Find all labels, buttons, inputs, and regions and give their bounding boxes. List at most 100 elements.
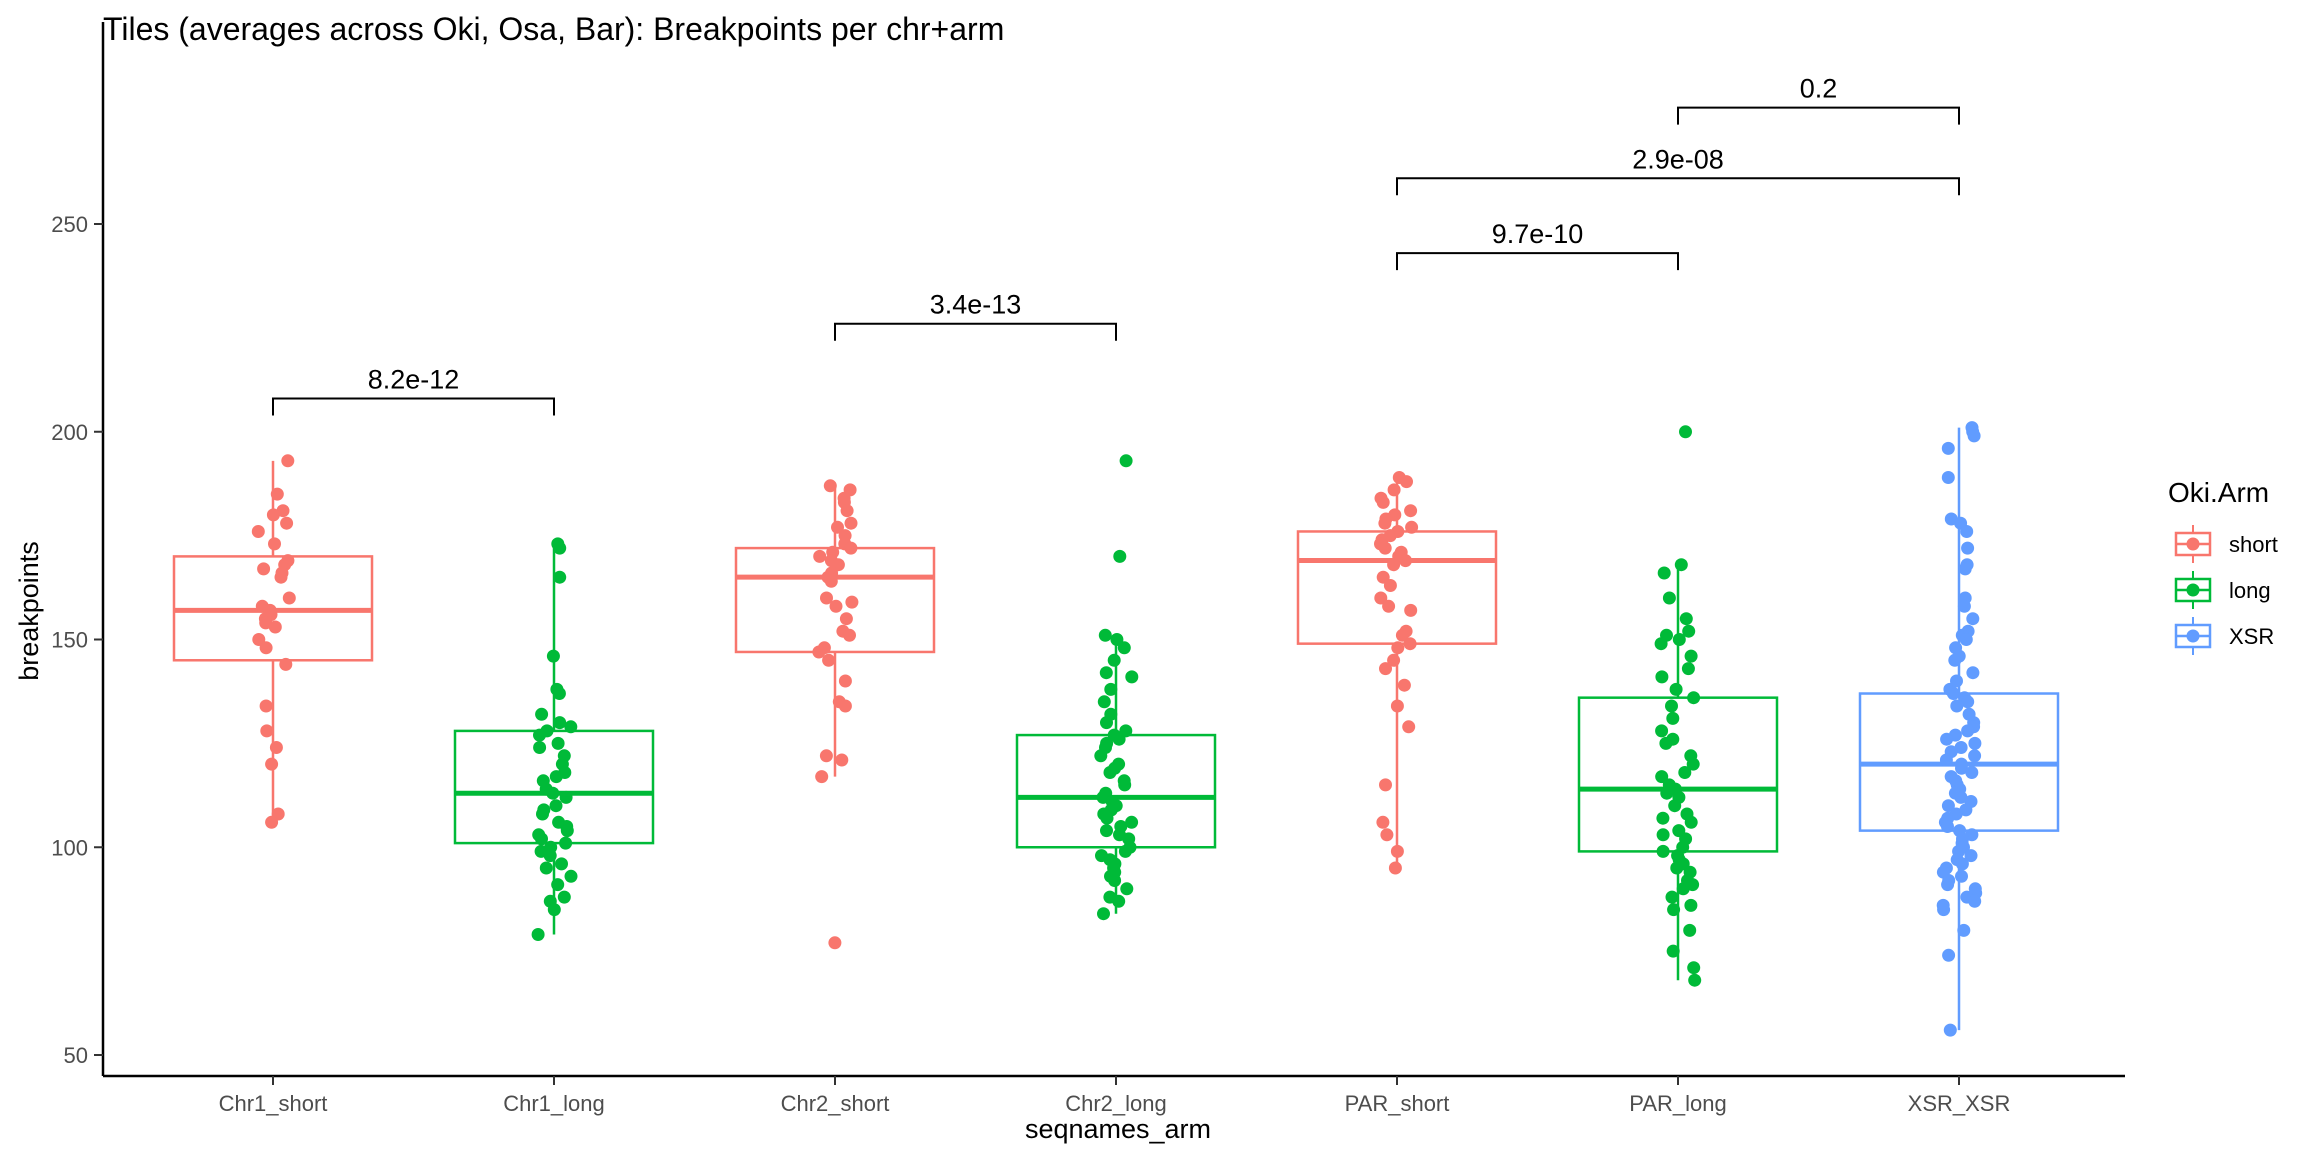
data-point bbox=[1104, 682, 1118, 696]
data-point bbox=[835, 753, 849, 767]
data-point bbox=[1400, 475, 1413, 489]
data-point bbox=[1097, 907, 1110, 921]
data-point bbox=[1659, 736, 1673, 750]
box-XSR_XSR bbox=[1858, 421, 2060, 1037]
data-point bbox=[1678, 766, 1692, 779]
data-point bbox=[1656, 828, 1670, 842]
data-point bbox=[1943, 1023, 1957, 1037]
data-point bbox=[1379, 778, 1392, 792]
legend-entry-short: short bbox=[2174, 525, 2278, 563]
data-point bbox=[559, 790, 573, 804]
data-point bbox=[1941, 471, 1955, 484]
data-point bbox=[1959, 633, 1973, 646]
x-tick-label: PAR_short bbox=[1345, 1091, 1450, 1116]
data-point bbox=[257, 562, 271, 576]
data-point bbox=[539, 861, 553, 875]
data-point bbox=[1387, 483, 1401, 497]
data-point bbox=[813, 549, 827, 563]
data-point bbox=[1964, 849, 1978, 863]
data-point bbox=[839, 612, 853, 626]
data-point bbox=[1668, 799, 1682, 813]
data-point bbox=[551, 878, 565, 892]
data-point bbox=[1656, 844, 1670, 858]
data-point bbox=[1955, 761, 1968, 775]
legend: Oki.Arm short long XSR bbox=[2168, 477, 2278, 655]
p-value-label: 9.7e-10 bbox=[1492, 219, 1584, 249]
significance-bracket: 8.2e-12 bbox=[272, 365, 555, 416]
legend-label: short bbox=[2229, 532, 2278, 557]
data-point bbox=[822, 653, 836, 667]
data-point bbox=[1097, 695, 1111, 709]
bracket-line bbox=[1677, 106, 1960, 125]
data-point bbox=[1948, 653, 1962, 667]
data-point bbox=[1654, 637, 1668, 651]
data-point bbox=[1961, 541, 1975, 555]
data-point bbox=[553, 716, 567, 730]
bracket-line bbox=[1396, 177, 1960, 196]
data-point bbox=[1100, 811, 1114, 825]
data-point bbox=[280, 516, 294, 530]
data-point bbox=[1405, 520, 1419, 534]
data-point bbox=[1684, 649, 1698, 663]
data-point bbox=[1950, 699, 1964, 713]
data-point bbox=[1103, 766, 1117, 779]
data-point bbox=[1666, 711, 1680, 725]
data-point bbox=[535, 832, 548, 846]
p-value-label: 0.2 bbox=[1800, 74, 1838, 104]
data-point bbox=[1376, 815, 1390, 829]
data-point bbox=[831, 520, 844, 534]
bracket-line bbox=[834, 322, 1117, 341]
data-point bbox=[1399, 554, 1412, 568]
data-point bbox=[824, 574, 838, 588]
data-point bbox=[1397, 678, 1411, 692]
data-point bbox=[1380, 828, 1394, 842]
data-point bbox=[1117, 641, 1131, 655]
data-point bbox=[1110, 633, 1124, 646]
x-tick-label: XSR_XSR bbox=[1908, 1091, 2011, 1116]
data-point bbox=[1954, 790, 1968, 804]
data-point bbox=[1955, 857, 1969, 871]
box-Chr1_short bbox=[172, 454, 374, 829]
p-value-label: 3.4e-13 bbox=[930, 290, 1022, 320]
data-point bbox=[1660, 786, 1674, 800]
data-point bbox=[1966, 666, 1980, 680]
data-point bbox=[1665, 699, 1678, 713]
data-point bbox=[265, 757, 279, 771]
legend-label: XSR bbox=[2229, 624, 2274, 649]
data-point bbox=[1961, 695, 1975, 709]
data-point bbox=[268, 620, 282, 634]
data-point bbox=[845, 595, 859, 609]
data-point bbox=[1676, 882, 1690, 896]
x-tick-label: Chr2_short bbox=[781, 1091, 890, 1116]
data-point bbox=[828, 936, 842, 950]
data-point bbox=[564, 720, 578, 734]
data-point bbox=[844, 516, 858, 530]
data-point bbox=[1395, 628, 1409, 642]
data-point bbox=[1939, 753, 1953, 767]
data-point bbox=[1108, 874, 1122, 887]
data-point bbox=[1118, 778, 1132, 792]
x-tick-label: PAR_long bbox=[1629, 1091, 1726, 1116]
legend-label: long bbox=[2229, 578, 2271, 603]
data-point bbox=[274, 570, 288, 584]
data-point bbox=[840, 504, 854, 518]
data-point bbox=[1960, 525, 1974, 538]
data-point bbox=[535, 707, 549, 721]
data-point bbox=[1113, 549, 1127, 563]
data-point bbox=[1679, 425, 1692, 439]
x-tick-label: Chr2_long bbox=[1065, 1091, 1167, 1116]
data-point bbox=[1941, 799, 1955, 813]
data-point bbox=[1665, 890, 1679, 904]
data-point bbox=[560, 824, 574, 838]
significance-bracket: 0.2 bbox=[1677, 74, 1960, 125]
data-point bbox=[1390, 699, 1404, 713]
data-point bbox=[279, 657, 293, 671]
p-value-label: 8.2e-12 bbox=[368, 365, 460, 395]
data-point bbox=[1112, 732, 1126, 746]
data-point bbox=[1383, 579, 1397, 592]
box-Chr1_long bbox=[453, 537, 655, 941]
data-point bbox=[1965, 766, 1979, 779]
data-point bbox=[1958, 562, 1972, 576]
bracket-line bbox=[1396, 252, 1679, 271]
data-point bbox=[1687, 691, 1701, 705]
